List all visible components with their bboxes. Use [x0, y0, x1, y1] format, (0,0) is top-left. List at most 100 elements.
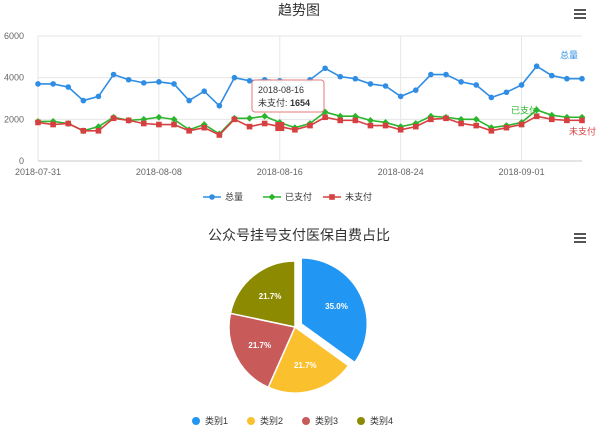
data-point-total[interactable] — [186, 97, 192, 104]
data-point-unpaid[interactable] — [337, 117, 344, 124]
data-point-unpaid[interactable] — [579, 117, 585, 124]
pie-legend-item[interactable]: 类别1 — [192, 415, 228, 426]
pie-legend-item[interactable]: 类别4 — [357, 415, 393, 426]
data-point-total[interactable] — [503, 89, 510, 96]
data-point-unpaid[interactable] — [548, 116, 555, 123]
data-point-total[interactable] — [35, 81, 41, 87]
line-chart-tooltip: 2018-08-16 未支付: 1654 — [251, 79, 325, 113]
data-point-unpaid[interactable] — [156, 121, 162, 128]
data-point-unpaid[interactable] — [186, 127, 192, 134]
data-point-total[interactable] — [125, 76, 132, 83]
data-point-paid[interactable] — [533, 106, 541, 114]
data-point-total[interactable] — [322, 65, 328, 72]
data-point-unpaid[interactable] — [216, 132, 223, 138]
data-point-paid[interactable] — [155, 113, 163, 121]
data-point-paid[interactable] — [336, 112, 344, 120]
data-point-unpaid[interactable] — [518, 121, 525, 128]
legend-marker-total[interactable] — [209, 194, 215, 200]
data-point-total[interactable] — [518, 82, 525, 88]
data-point-unpaid[interactable] — [503, 124, 510, 131]
data-point-paid[interactable] — [246, 114, 253, 122]
data-point-total[interactable] — [458, 79, 464, 85]
data-point-paid[interactable] — [49, 118, 57, 125]
data-point-total[interactable] — [95, 93, 102, 100]
data-point-total[interactable] — [140, 80, 147, 86]
data-point-unpaid[interactable] — [231, 116, 238, 123]
data-point-total[interactable] — [428, 71, 434, 78]
data-point-total[interactable] — [201, 88, 208, 95]
data-point-total[interactable] — [110, 71, 117, 78]
data-point-total[interactable] — [412, 87, 419, 93]
data-point-unpaid[interactable] — [246, 123, 253, 130]
pie-chart-menu-icon[interactable] — [574, 233, 586, 243]
data-point-unpaid[interactable] — [397, 126, 404, 133]
data-point-unpaid[interactable] — [95, 127, 102, 134]
data-point-unpaid[interactable] — [35, 119, 41, 126]
data-point-total[interactable] — [548, 72, 555, 79]
data-point-total[interactable] — [246, 77, 253, 84]
data-point-paid[interactable] — [472, 115, 480, 123]
data-point-unpaid[interactable] — [292, 126, 298, 133]
data-point-paid[interactable] — [412, 120, 420, 127]
data-point-total[interactable] — [382, 83, 389, 89]
data-point-unpaid[interactable] — [352, 117, 359, 124]
data-point-total[interactable] — [579, 75, 585, 82]
data-point-unpaid[interactable] — [382, 122, 389, 129]
data-point-unpaid[interactable] — [65, 120, 72, 127]
legend-marker-paid[interactable] — [268, 193, 276, 201]
data-point-unpaid[interactable] — [80, 127, 87, 134]
data-point-unpaid[interactable] — [458, 120, 464, 127]
data-point-unpaid[interactable] — [443, 115, 449, 122]
data-point-total[interactable] — [337, 73, 344, 80]
pie-slice[interactable] — [300, 257, 368, 364]
data-point-total[interactable] — [473, 82, 480, 88]
data-point-unpaid[interactable] — [140, 120, 147, 127]
legend-item-paid[interactable]: 已支付 — [263, 191, 312, 202]
highlighted-point[interactable] — [275, 122, 285, 132]
pie-legend-item[interactable]: 类别3 — [302, 415, 338, 426]
legend-item-total[interactable]: 总量 — [203, 191, 243, 202]
data-point-paid[interactable] — [261, 112, 269, 120]
data-point-total[interactable] — [231, 74, 238, 81]
data-point-total[interactable] — [443, 71, 449, 78]
data-point-unpaid[interactable] — [50, 121, 56, 128]
data-point-total[interactable] — [397, 93, 404, 100]
legend-item-unpaid[interactable]: 未支付 — [323, 191, 372, 202]
data-point-unpaid[interactable] — [110, 115, 117, 122]
data-point-unpaid[interactable] — [322, 114, 328, 121]
data-point-total[interactable] — [216, 102, 223, 109]
data-point-total[interactable] — [533, 63, 540, 70]
data-point-total[interactable] — [156, 79, 162, 85]
data-point-total[interactable] — [367, 81, 374, 87]
data-point-paid[interactable] — [170, 115, 178, 123]
data-point-total[interactable] — [80, 97, 87, 104]
x-tick-label: 2018-08-16 — [257, 167, 303, 177]
line-chart-menu-icon[interactable] — [574, 9, 586, 19]
data-point-total[interactable] — [352, 75, 359, 82]
data-point-unpaid[interactable] — [428, 116, 434, 123]
pie-slice[interactable] — [228, 312, 297, 389]
data-point-total[interactable] — [488, 94, 495, 101]
data-point-paid[interactable] — [200, 121, 208, 128]
data-point-unpaid[interactable] — [201, 124, 208, 131]
data-point-unpaid[interactable] — [125, 117, 132, 124]
pie-slice[interactable] — [229, 260, 296, 328]
data-point-unpaid[interactable] — [367, 122, 374, 129]
pie-legend-item[interactable]: 类别2 — [247, 415, 283, 426]
data-point-total[interactable] — [65, 84, 72, 90]
data-point-unpaid[interactable] — [171, 121, 177, 128]
legend-marker-unpaid[interactable] — [329, 194, 335, 200]
data-point-unpaid[interactable] — [473, 122, 480, 129]
data-point-unpaid[interactable] — [488, 127, 495, 134]
data-point-total[interactable] — [171, 81, 177, 87]
data-point-total[interactable] — [50, 81, 56, 87]
data-point-paid[interactable] — [367, 116, 374, 124]
data-point-unpaid[interactable] — [533, 113, 540, 120]
data-point-unpaid[interactable] — [412, 123, 419, 130]
pie-slice-label: 21.7% — [248, 341, 271, 350]
data-point-unpaid[interactable] — [307, 122, 313, 129]
data-point-unpaid[interactable] — [564, 117, 570, 124]
data-point-total[interactable] — [564, 75, 570, 82]
data-point-unpaid[interactable] — [261, 120, 268, 127]
